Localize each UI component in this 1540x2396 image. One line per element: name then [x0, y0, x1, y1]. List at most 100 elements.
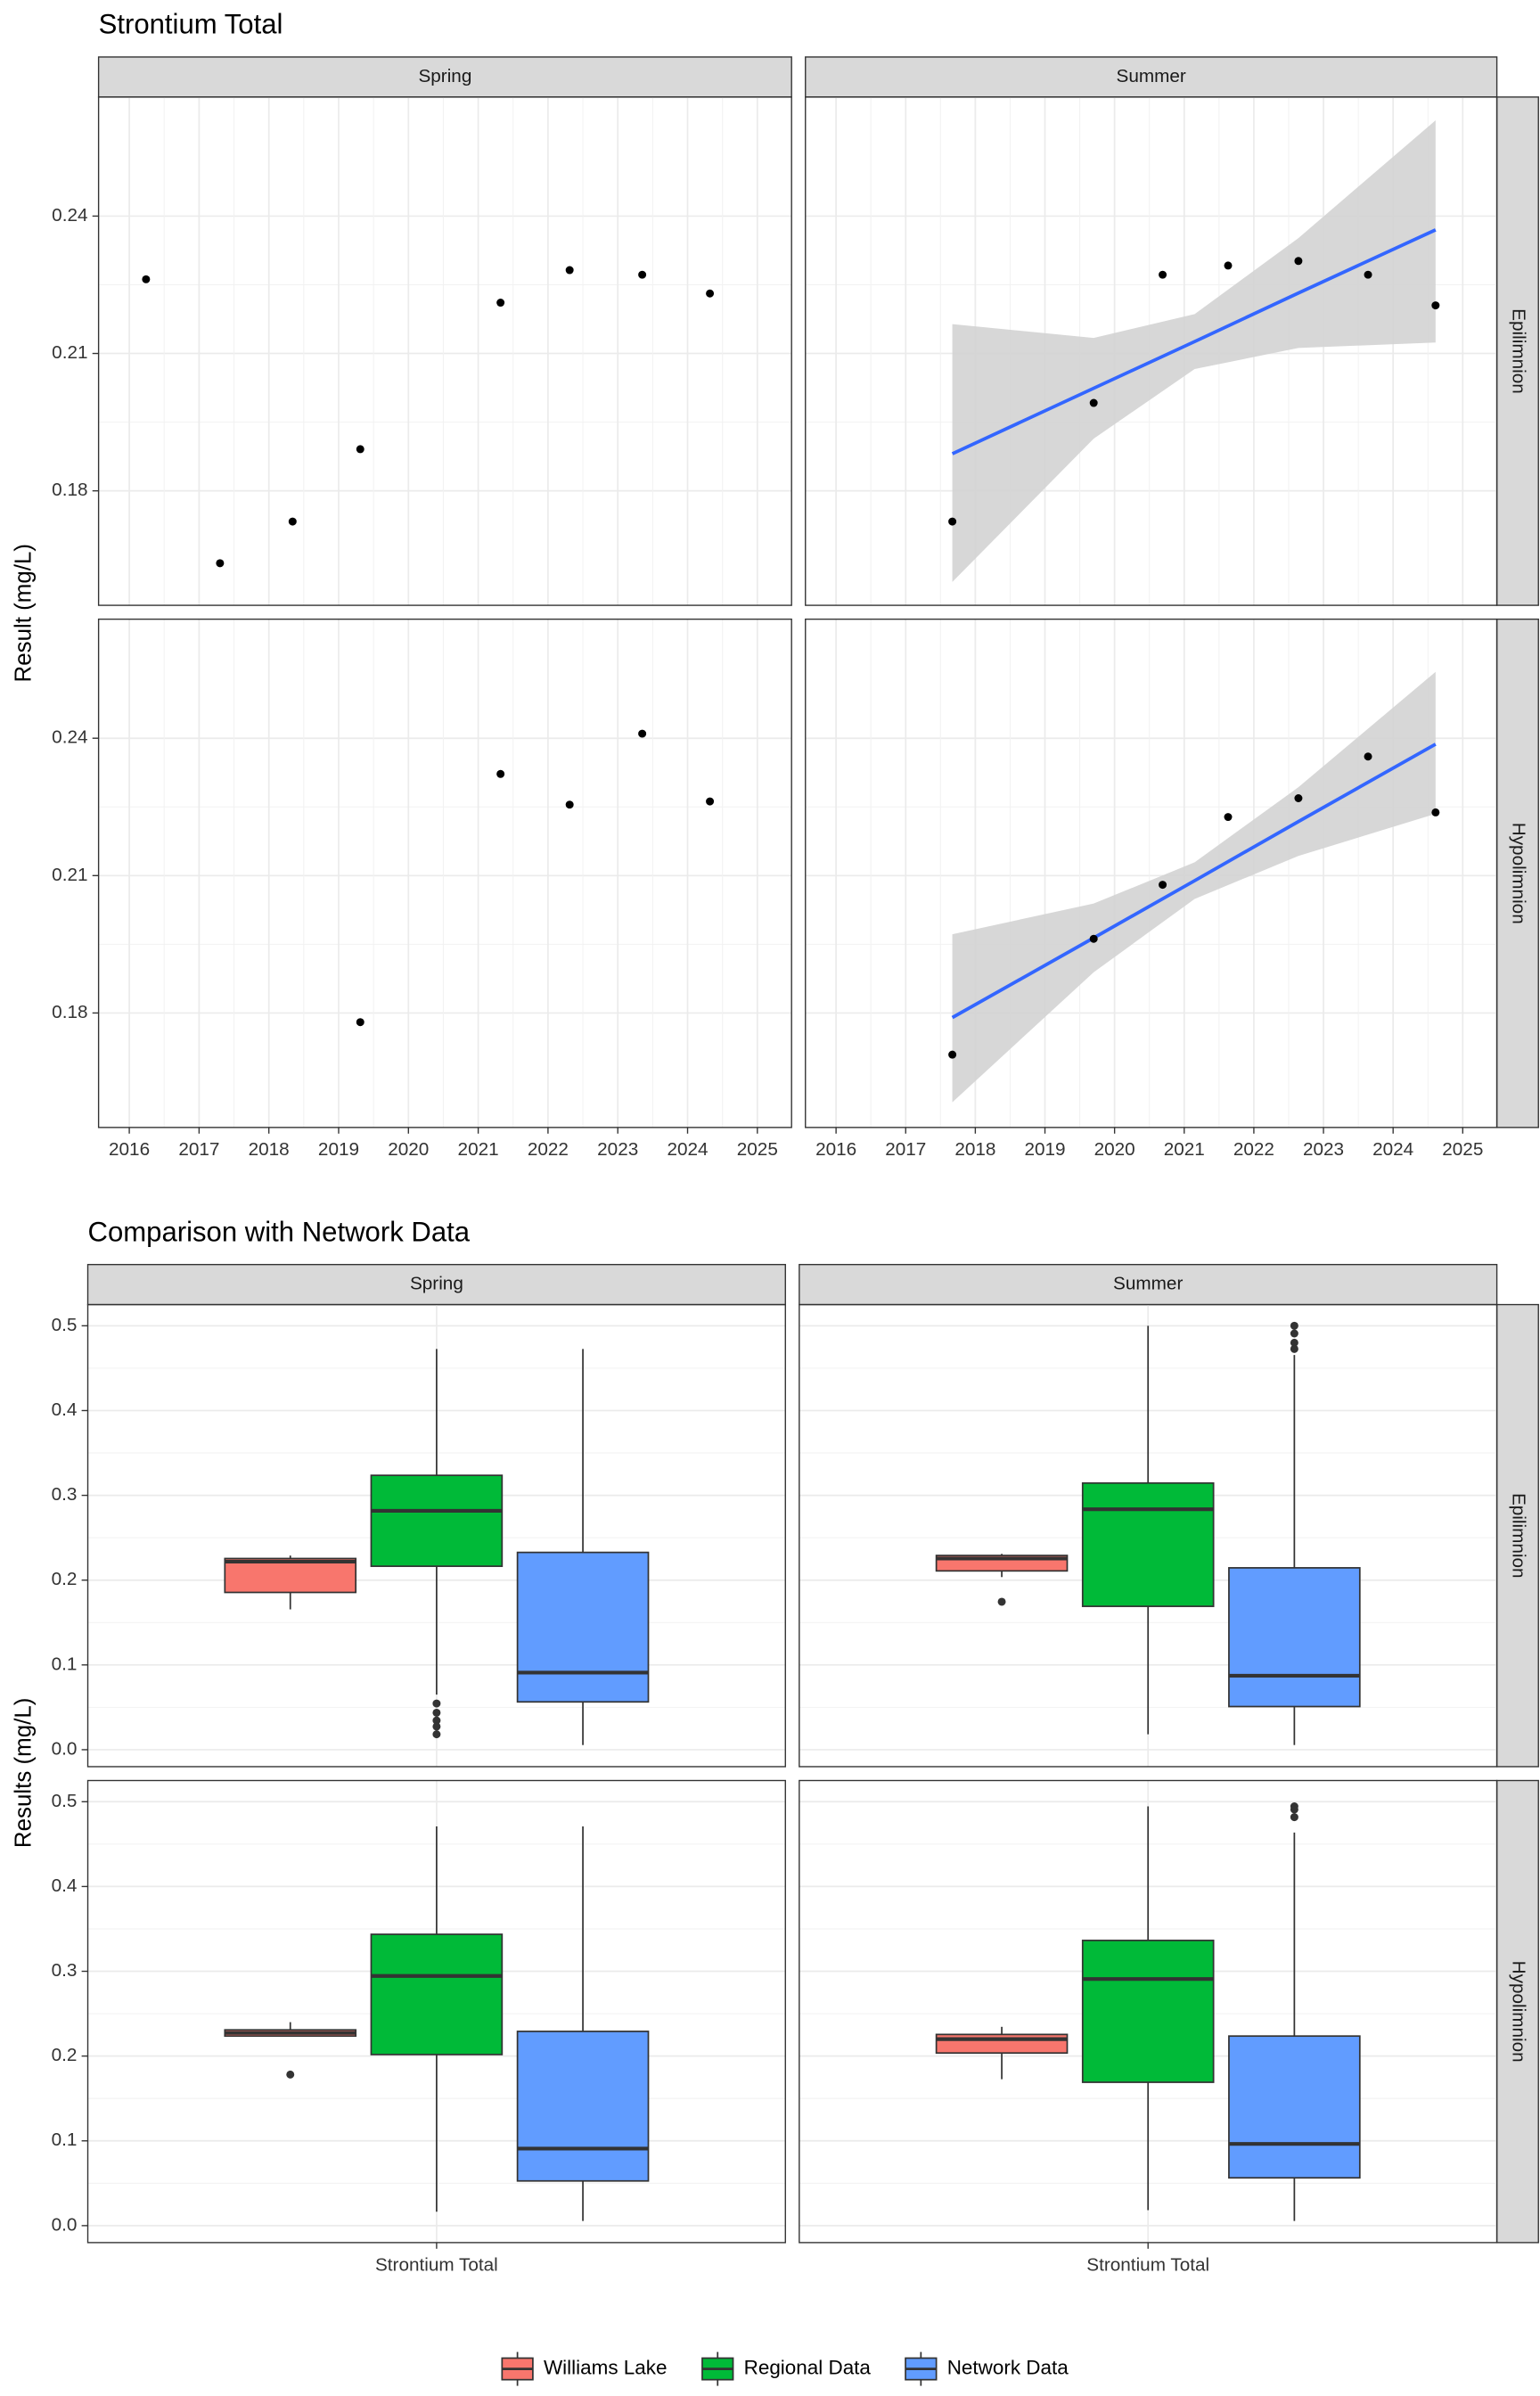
point	[948, 1050, 957, 1059]
strip-label: Epilimnion	[1508, 308, 1528, 394]
x-tick-label: 2017	[178, 1139, 219, 1160]
outlier	[1290, 1338, 1298, 1347]
x-tick-label: 2024	[667, 1139, 708, 1160]
x-tick-label: 2016	[815, 1139, 856, 1160]
strip-label: Epilimnion	[1508, 1493, 1528, 1579]
outlier	[1290, 1329, 1298, 1338]
strip-background	[1495, 1779, 1539, 2244]
legend-label: Williams Lake	[544, 2357, 667, 2379]
x-tick-label: 2016	[109, 1139, 150, 1160]
confidence-band	[952, 671, 1436, 1103]
box	[370, 1933, 504, 2055]
y-tick-label: 0.21	[52, 342, 87, 363]
box	[516, 2031, 650, 2182]
y-tick-label: 0.5	[52, 1791, 78, 1811]
outlier	[432, 1722, 441, 1731]
point	[1159, 881, 1167, 890]
panel-border	[86, 1303, 786, 1768]
box	[224, 1557, 357, 1594]
point	[356, 1018, 365, 1027]
box	[935, 2033, 1069, 2055]
panel-border	[97, 96, 792, 606]
y-axis-title: Result (mg/L)	[12, 544, 37, 682]
strip-label: Summer	[1113, 1274, 1183, 1294]
x-tick-label: 2023	[1303, 1139, 1344, 1160]
point	[638, 729, 647, 738]
point	[1364, 752, 1372, 761]
strip-background	[1495, 618, 1539, 1128]
outlier	[997, 1597, 1006, 1606]
x-tick-label: 2021	[458, 1139, 499, 1160]
strip-label: Hypolimnion	[1508, 823, 1528, 924]
outlier	[286, 2070, 295, 2079]
panel-border	[97, 618, 792, 1128]
panel-border	[805, 96, 1498, 606]
strip-background	[1495, 96, 1539, 606]
x-tick-label: 2019	[1024, 1139, 1065, 1160]
point	[1089, 934, 1098, 943]
point	[496, 769, 505, 778]
y-tick-label: 0.3	[52, 1484, 78, 1505]
panel-border	[799, 1779, 1498, 2244]
y-axis-title: Results (mg/L)	[12, 1698, 37, 1848]
box	[1228, 2035, 1361, 2179]
point	[142, 275, 151, 283]
x-tick-label: 2024	[1372, 1139, 1413, 1160]
point	[706, 797, 715, 806]
outlier	[1290, 1321, 1298, 1330]
trend-line	[951, 743, 1437, 1020]
trend-line	[951, 228, 1437, 455]
y-tick-label: 0.24	[52, 205, 87, 226]
point	[1431, 808, 1440, 816]
outlier	[432, 1708, 441, 1717]
point	[356, 445, 365, 454]
y-tick-label: 0.4	[52, 1875, 78, 1896]
y-tick-label: 0.4	[52, 1399, 78, 1420]
point	[1364, 270, 1372, 279]
panel-border	[805, 618, 1498, 1128]
x-tick-label: 2025	[1442, 1139, 1483, 1160]
x-tick-label: 2018	[954, 1139, 995, 1160]
x-tick-label: 2021	[1164, 1139, 1205, 1160]
strip-background	[1495, 1303, 1539, 1768]
x-tick-label: 2025	[737, 1139, 778, 1160]
point	[565, 266, 574, 275]
outlier	[432, 1716, 441, 1725]
point	[1224, 813, 1233, 822]
outlier	[432, 1730, 441, 1739]
strip-label: Spring	[410, 1274, 463, 1294]
x-tick-label: 2017	[885, 1139, 926, 1160]
y-tick-label: 0.1	[52, 2129, 78, 2150]
point	[1089, 398, 1098, 407]
box	[516, 1551, 650, 1703]
y-tick-label: 0.2	[52, 1569, 78, 1589]
point	[1224, 261, 1233, 270]
y-tick-label: 0.1	[52, 1653, 78, 1674]
x-tick-label: 2019	[318, 1139, 359, 1160]
outlier	[432, 1699, 441, 1708]
y-tick-label: 0.2	[52, 2045, 78, 2065]
strip-background	[799, 1263, 1498, 1306]
point	[1294, 257, 1303, 266]
y-tick-label: 0.21	[52, 865, 87, 885]
chart-title: Comparison with Network Data	[88, 1216, 471, 1247]
y-tick-label: 0.0	[52, 1738, 78, 1759]
x-tick-label: 2020	[388, 1139, 429, 1160]
x-tick-label: 2018	[249, 1139, 290, 1160]
point	[638, 270, 647, 279]
box	[1228, 1567, 1361, 1708]
strip-background	[97, 56, 792, 98]
y-tick-label: 0.18	[52, 1002, 87, 1022]
point	[1159, 270, 1167, 279]
outlier	[1290, 1805, 1298, 1814]
strip-background	[86, 1263, 786, 1306]
x-tick-label: 2020	[1094, 1139, 1135, 1160]
outlier	[1290, 1813, 1298, 1822]
x-tick-label: Strontium Total	[1086, 2254, 1209, 2275]
point	[288, 517, 297, 526]
legend-label: Network Data	[947, 2357, 1069, 2379]
point	[1431, 301, 1440, 310]
